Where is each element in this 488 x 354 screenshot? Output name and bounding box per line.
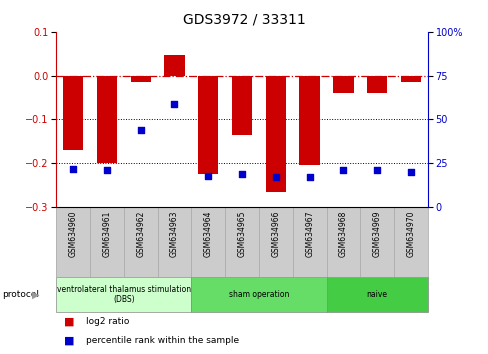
Text: percentile rank within the sample: percentile rank within the sample — [86, 336, 239, 346]
Text: ■: ■ — [63, 336, 74, 346]
Text: GSM634966: GSM634966 — [271, 211, 280, 257]
Bar — [191, 277, 326, 312]
Point — [103, 167, 111, 173]
Bar — [400, 76, 420, 82]
Text: GSM634970: GSM634970 — [406, 211, 415, 257]
Text: GSM634963: GSM634963 — [170, 211, 179, 257]
Bar — [366, 76, 386, 93]
Bar — [191, 207, 224, 277]
Text: GSM634967: GSM634967 — [305, 211, 313, 257]
Point — [305, 175, 313, 180]
Text: GSM634965: GSM634965 — [237, 211, 246, 257]
Text: GSM634960: GSM634960 — [68, 211, 78, 257]
Point — [69, 166, 77, 171]
Bar — [123, 207, 157, 277]
Point — [372, 167, 380, 173]
Bar — [326, 207, 360, 277]
Point — [204, 173, 212, 178]
Text: GSM634969: GSM634969 — [372, 211, 381, 257]
Text: GDS3972 / 33311: GDS3972 / 33311 — [183, 12, 305, 27]
Bar — [157, 207, 191, 277]
Bar — [198, 76, 218, 174]
Text: GSM634964: GSM634964 — [203, 211, 212, 257]
Text: sham operation: sham operation — [228, 290, 288, 299]
Bar — [265, 76, 285, 192]
Text: ventrolateral thalamus stimulation
(DBS): ventrolateral thalamus stimulation (DBS) — [57, 285, 190, 304]
Text: GSM634962: GSM634962 — [136, 211, 145, 257]
Bar — [164, 55, 184, 76]
Bar — [97, 76, 117, 163]
Bar — [56, 207, 90, 277]
Point — [271, 175, 279, 180]
Bar — [130, 76, 150, 82]
Bar — [299, 76, 319, 165]
Point — [406, 169, 414, 175]
Point — [170, 101, 178, 107]
Bar — [231, 76, 252, 135]
Text: ▶: ▶ — [32, 290, 40, 300]
Text: log2 ratio: log2 ratio — [86, 317, 129, 326]
Text: ■: ■ — [63, 317, 74, 327]
Bar — [326, 277, 427, 312]
Text: naive: naive — [366, 290, 387, 299]
Point — [137, 127, 144, 133]
Bar — [56, 277, 191, 312]
Bar — [90, 207, 123, 277]
Text: GSM634968: GSM634968 — [338, 211, 347, 257]
Bar — [259, 207, 292, 277]
Point — [339, 167, 346, 173]
Point — [238, 171, 245, 177]
Bar — [333, 76, 353, 93]
Text: protocol: protocol — [2, 290, 40, 299]
Bar — [393, 207, 427, 277]
Bar — [360, 207, 393, 277]
Bar — [63, 76, 83, 150]
Bar — [224, 207, 259, 277]
Bar — [292, 207, 326, 277]
Text: GSM634961: GSM634961 — [102, 211, 111, 257]
